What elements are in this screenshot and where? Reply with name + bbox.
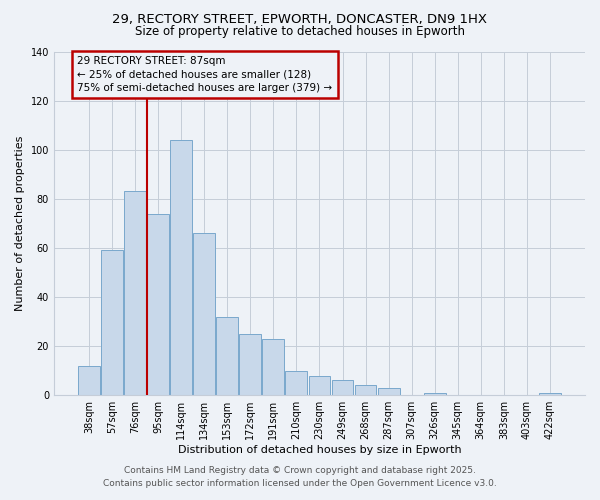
Text: 29 RECTORY STREET: 87sqm
← 25% of detached houses are smaller (128)
75% of semi-: 29 RECTORY STREET: 87sqm ← 25% of detach… bbox=[77, 56, 332, 93]
Bar bbox=[424, 393, 446, 395]
Bar bbox=[286, 370, 307, 395]
Bar bbox=[101, 250, 123, 395]
X-axis label: Distribution of detached houses by size in Epworth: Distribution of detached houses by size … bbox=[178, 445, 461, 455]
Bar bbox=[332, 380, 353, 395]
Bar bbox=[147, 214, 169, 395]
Bar bbox=[124, 192, 146, 395]
Bar bbox=[78, 366, 100, 395]
Bar bbox=[193, 233, 215, 395]
Bar bbox=[355, 386, 376, 395]
Bar bbox=[539, 393, 561, 395]
Bar bbox=[308, 376, 331, 395]
Text: 29, RECTORY STREET, EPWORTH, DONCASTER, DN9 1HX: 29, RECTORY STREET, EPWORTH, DONCASTER, … bbox=[113, 12, 487, 26]
Bar bbox=[217, 316, 238, 395]
Bar bbox=[239, 334, 261, 395]
Bar bbox=[262, 338, 284, 395]
Text: Size of property relative to detached houses in Epworth: Size of property relative to detached ho… bbox=[135, 25, 465, 38]
Bar bbox=[170, 140, 192, 395]
Text: Contains HM Land Registry data © Crown copyright and database right 2025.
Contai: Contains HM Land Registry data © Crown c… bbox=[103, 466, 497, 487]
Bar bbox=[377, 388, 400, 395]
Y-axis label: Number of detached properties: Number of detached properties bbox=[15, 136, 25, 311]
